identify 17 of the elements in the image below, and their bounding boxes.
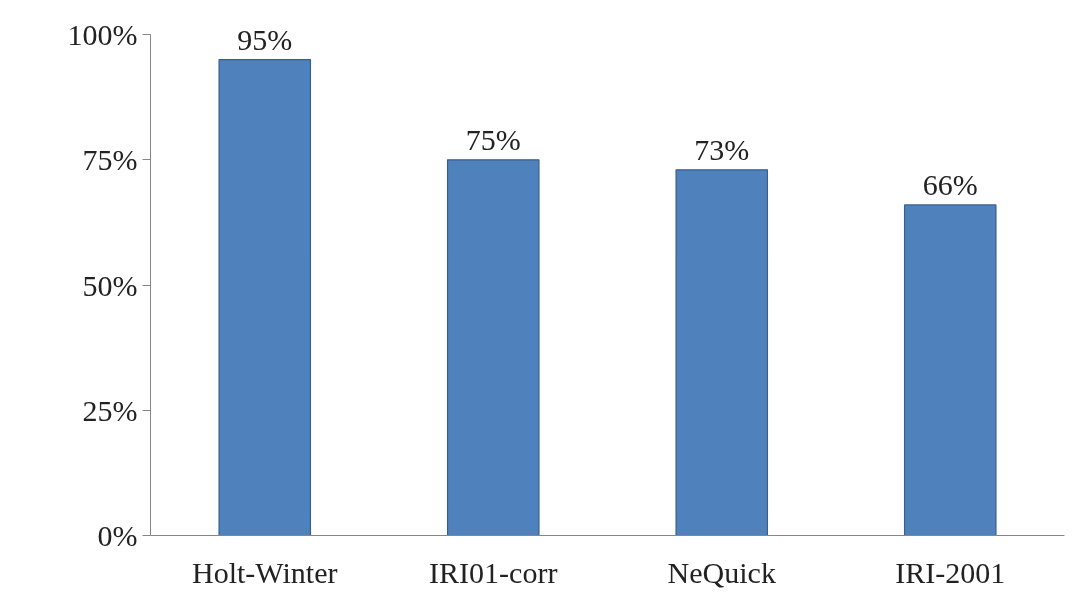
bar bbox=[675, 169, 769, 536]
x-tick-label: IRI01-corr bbox=[429, 555, 558, 589]
data-label: 75% bbox=[465, 122, 521, 156]
data-label: 95% bbox=[237, 22, 293, 56]
data-label: 66% bbox=[922, 167, 978, 201]
x-tick-label: IRI-2001 bbox=[895, 555, 1006, 589]
y-tick-label: 100% bbox=[67, 18, 138, 52]
y-tick-label: 50% bbox=[82, 268, 138, 302]
bar bbox=[903, 204, 997, 536]
data-label: 73% bbox=[694, 132, 750, 166]
y-tick-label: 0% bbox=[97, 519, 138, 552]
y-tick-label: 25% bbox=[82, 393, 138, 427]
y-tick-label: 75% bbox=[82, 143, 138, 177]
bar bbox=[218, 59, 312, 536]
x-tick-label: Holt-Winter bbox=[192, 555, 338, 589]
x-tick-label: NeQuick bbox=[667, 555, 776, 589]
bar bbox=[446, 159, 540, 536]
